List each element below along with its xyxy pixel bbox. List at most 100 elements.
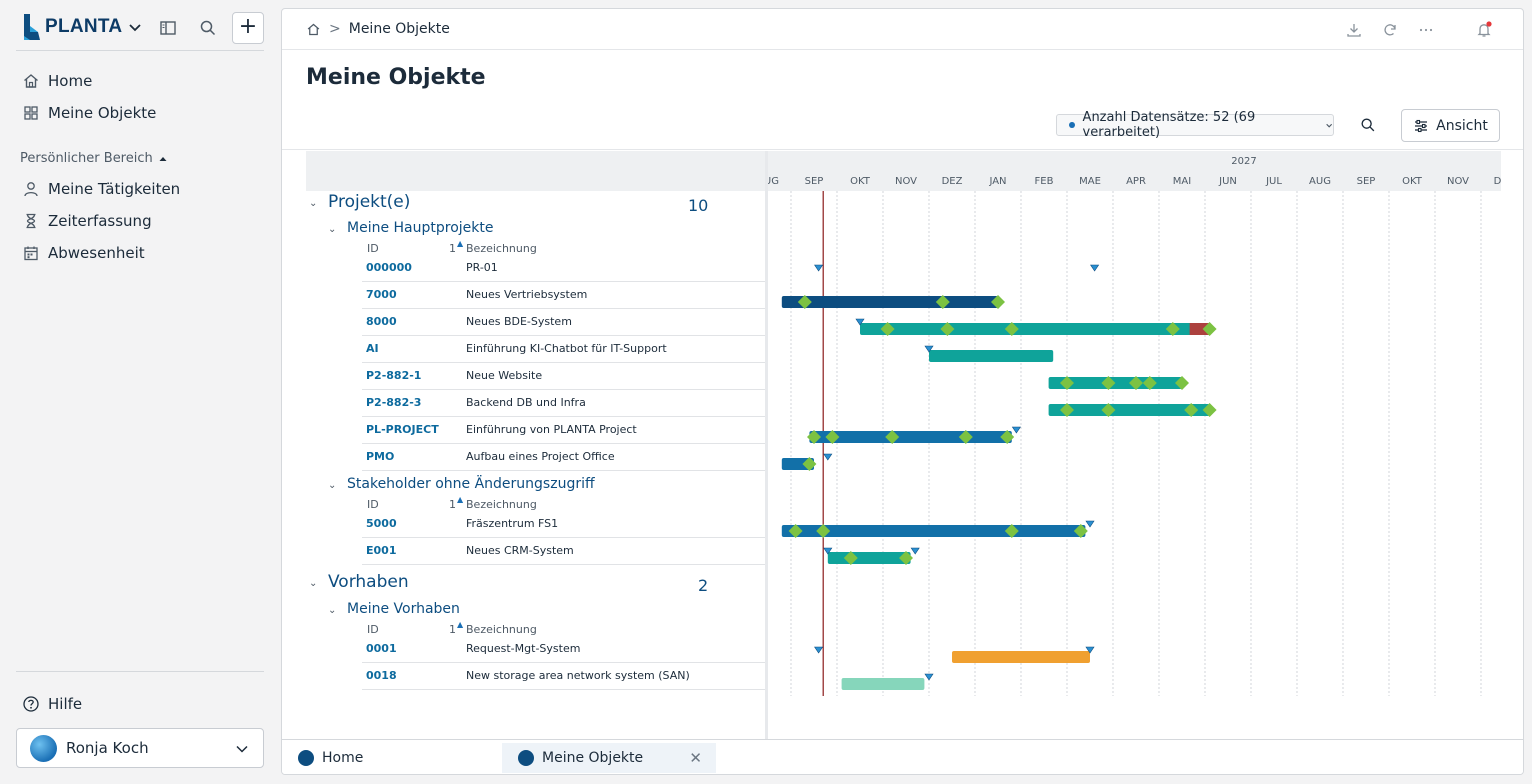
row-name[interactable]: Neues BDE-System bbox=[466, 315, 572, 328]
row-name[interactable]: Neues CRM-System bbox=[466, 544, 574, 557]
row-name[interactable]: Neue Website bbox=[466, 369, 543, 382]
sidebar-item-taetigkeiten[interactable]: Meine Tätigkeiten bbox=[22, 180, 180, 198]
sidebar-item-home[interactable]: Home bbox=[22, 72, 92, 90]
planta-logo[interactable]: PLANTA bbox=[22, 14, 142, 40]
sidebar-toggle-icon[interactable] bbox=[158, 18, 178, 38]
row-name[interactable]: New storage area network system (SAN) bbox=[466, 669, 690, 682]
refresh-icon[interactable] bbox=[1381, 21, 1399, 39]
column-header-id[interactable]: ID bbox=[367, 623, 379, 636]
breadcrumb-current[interactable]: Meine Objekte bbox=[348, 21, 450, 37]
collapse-icon[interactable]: ⌄ bbox=[328, 480, 337, 491]
milestone-marker bbox=[1165, 322, 1180, 336]
row-id[interactable]: 0018 bbox=[366, 669, 397, 682]
row-id[interactable]: AI bbox=[366, 342, 379, 355]
deadline-marker bbox=[1085, 520, 1095, 528]
milestone-marker bbox=[807, 430, 821, 444]
group-title[interactable]: Vorhaben bbox=[328, 572, 409, 592]
close-icon[interactable]: ✕ bbox=[689, 749, 702, 767]
row-divider bbox=[362, 335, 765, 336]
sidebar-item-zeiterfassung[interactable]: Zeiterfassung bbox=[22, 212, 152, 230]
records-count-dropdown[interactable]: Anzahl Datensätze: 52 (69 verarbeitet) bbox=[1056, 110, 1334, 140]
row-name[interactable]: Neues Vertriebsystem bbox=[466, 288, 588, 301]
row-id[interactable]: PMO bbox=[366, 450, 395, 463]
download-icon[interactable] bbox=[1345, 21, 1363, 39]
section-label: Persönlicher Bereich bbox=[20, 151, 153, 166]
grid-header bbox=[306, 151, 765, 191]
user-menu[interactable]: Ronja Koch bbox=[16, 728, 264, 768]
sort-asc-icon: ▲ bbox=[457, 620, 464, 629]
gantt-bar bbox=[827, 552, 911, 564]
more-icon[interactable] bbox=[1417, 21, 1435, 39]
column-sort-indicator[interactable]: 1 bbox=[449, 242, 456, 255]
row-id[interactable]: 8000 bbox=[366, 315, 397, 328]
column-header-name[interactable]: Bezeichnung bbox=[466, 498, 537, 511]
section-toggle[interactable]: Persönlicher Bereich bbox=[20, 151, 168, 166]
home-icon[interactable] bbox=[306, 22, 321, 37]
milestone-marker bbox=[958, 430, 973, 444]
hourglass-icon bbox=[26, 213, 36, 229]
milestone-marker bbox=[816, 524, 831, 538]
row-id[interactable]: 0001 bbox=[366, 642, 397, 655]
milestone-marker bbox=[991, 295, 1005, 309]
bell-icon[interactable] bbox=[1475, 21, 1493, 39]
sort-asc-icon: ▲ bbox=[457, 495, 464, 504]
help-link[interactable]: Hilfe bbox=[22, 695, 82, 713]
add-button[interactable]: + bbox=[232, 12, 264, 44]
search-icon[interactable] bbox=[198, 18, 218, 38]
month-label: AUG bbox=[768, 176, 779, 187]
sidebar-item-label: Meine Objekte bbox=[48, 104, 157, 122]
column-sort-indicator[interactable]: 1 bbox=[449, 623, 456, 636]
row-id[interactable]: 000000 bbox=[366, 261, 412, 274]
sidebar-item-meine-objekte[interactable]: Meine Objekte bbox=[22, 104, 156, 122]
row-id[interactable]: 7000 bbox=[366, 288, 397, 301]
collapse-icon[interactable]: ⌄ bbox=[309, 198, 318, 209]
main-panel: > Meine Objekte Meine Objekte Anzahl Dat… bbox=[281, 8, 1524, 775]
group-title[interactable]: Projekt(e) bbox=[328, 192, 411, 212]
row-divider bbox=[362, 389, 765, 390]
year-label: 2027 bbox=[1231, 156, 1256, 167]
month-label: NOV bbox=[1447, 176, 1469, 187]
row-name[interactable]: Einführung KI-Chatbot für IT-Support bbox=[466, 342, 667, 355]
gantt-bar bbox=[952, 651, 1090, 663]
search-icon[interactable] bbox=[1359, 116, 1377, 134]
column-header-id[interactable]: ID bbox=[367, 498, 379, 511]
sidebar-item-abwesenheit[interactable]: Abwesenheit bbox=[22, 244, 145, 262]
row-name[interactable]: Request-Mgt-System bbox=[466, 642, 581, 655]
tab-home[interactable]: Home bbox=[282, 743, 502, 773]
chevron-down-icon[interactable] bbox=[128, 20, 142, 34]
gantt-bar-overdue bbox=[1189, 323, 1210, 335]
row-id[interactable]: P2-882-3 bbox=[366, 396, 422, 409]
subgroup-title[interactable]: Meine Vorhaben bbox=[347, 601, 460, 617]
column-header-id[interactable]: ID bbox=[367, 242, 379, 255]
row-name[interactable]: Einführung von PLANTA Project bbox=[466, 423, 637, 436]
row-name[interactable]: Backend DB und Infra bbox=[466, 396, 586, 409]
row-id[interactable]: E001 bbox=[366, 544, 397, 557]
milestone-marker bbox=[1060, 376, 1074, 390]
subgroup-title[interactable]: Stakeholder ohne Änderungszugriff bbox=[347, 476, 595, 492]
row-id[interactable]: PL-PROJECT bbox=[366, 423, 439, 436]
tab-meine-objekte[interactable]: Meine Objekte ✕ bbox=[502, 743, 716, 773]
row-id[interactable]: 5000 bbox=[366, 517, 397, 530]
view-button[interactable]: Ansicht bbox=[1401, 109, 1500, 142]
pane-splitter[interactable] bbox=[765, 151, 768, 739]
milestone-marker bbox=[885, 430, 900, 444]
subgroup-title[interactable]: Meine Hauptprojekte bbox=[347, 220, 494, 236]
group-count: 10 bbox=[688, 196, 709, 215]
gantt-bar bbox=[841, 678, 925, 690]
collapse-icon[interactable]: ⌄ bbox=[309, 578, 318, 589]
row-name[interactable]: PR-01 bbox=[466, 261, 498, 274]
column-sort-indicator[interactable]: 1 bbox=[449, 498, 456, 511]
month-label: NOV bbox=[895, 176, 917, 187]
column-header-name[interactable]: Bezeichnung bbox=[466, 623, 537, 636]
milestone-marker bbox=[1184, 403, 1199, 417]
month-label: APR bbox=[1126, 176, 1146, 187]
row-name[interactable]: Fräszentrum FS1 bbox=[466, 517, 559, 530]
row-id[interactable]: P2-882-1 bbox=[366, 369, 422, 382]
sort-asc-icon: ▲ bbox=[457, 239, 464, 248]
calendar-icon bbox=[24, 246, 38, 261]
sidebar-item-label: Zeiterfassung bbox=[48, 212, 152, 230]
collapse-icon[interactable]: ⌄ bbox=[328, 605, 337, 616]
collapse-icon[interactable]: ⌄ bbox=[328, 224, 337, 235]
row-name[interactable]: Aufbau eines Project Office bbox=[466, 450, 615, 463]
column-header-name[interactable]: Bezeichnung bbox=[466, 242, 537, 255]
